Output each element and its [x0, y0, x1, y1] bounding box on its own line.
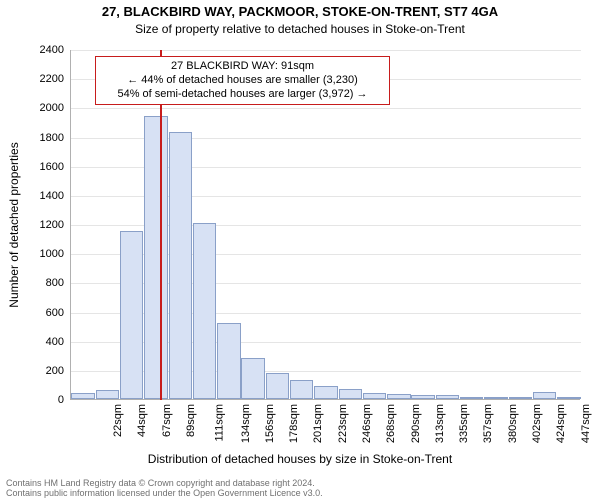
y-tick-label: 200 — [46, 365, 64, 377]
y-tick-label: 800 — [46, 277, 64, 289]
legend-line-1: 27 BLACKBIRD WAY: 91sqm — [102, 60, 383, 74]
x-tick-label: 44sqm — [136, 404, 148, 437]
x-tick-label: 380sqm — [507, 404, 519, 443]
y-tick-label: 1800 — [40, 132, 64, 144]
y-tick-label: 2400 — [40, 44, 64, 56]
y-axis-label: Number of detached properties — [7, 142, 21, 307]
legend-line-2: ← 44% of detached houses are smaller (3,… — [102, 74, 383, 88]
y-tick-label: 1400 — [40, 190, 64, 202]
histogram-bar — [557, 397, 580, 399]
histogram-bar — [71, 393, 94, 399]
histogram-bar — [290, 380, 313, 399]
histogram-bar — [314, 386, 337, 399]
x-tick-label: 156sqm — [264, 404, 276, 443]
histogram-bar — [436, 395, 459, 399]
y-tick-label: 1600 — [40, 161, 64, 173]
x-tick-label: 67sqm — [161, 404, 173, 437]
x-axis-label: Distribution of detached houses by size … — [0, 452, 600, 466]
x-tick-label: 290sqm — [410, 404, 422, 443]
histogram-bar — [217, 323, 240, 399]
histogram-bar — [363, 393, 386, 399]
legend-line-3: 54% of semi-detached houses are larger (… — [102, 88, 383, 102]
chart-title-sub: Size of property relative to detached ho… — [0, 22, 600, 36]
histogram-bar — [387, 394, 410, 399]
histogram-bar — [96, 390, 119, 399]
y-tick-label: 400 — [46, 336, 64, 348]
chart-title-main: 27, BLACKBIRD WAY, PACKMOOR, STOKE-ON-TR… — [0, 4, 600, 19]
y-tick-label: 2000 — [40, 102, 64, 114]
x-tick-label: 246sqm — [361, 404, 373, 443]
x-tick-label: 268sqm — [385, 404, 397, 443]
histogram-bar — [484, 397, 507, 399]
x-tick-label: 134sqm — [240, 404, 252, 443]
legend-box: 27 BLACKBIRD WAY: 91sqm ← 44% of detache… — [95, 56, 390, 105]
histogram-bar — [241, 358, 264, 399]
histogram-bar — [120, 231, 143, 399]
x-tick-label: 357sqm — [483, 404, 495, 443]
footer-attribution: Contains HM Land Registry data © Crown c… — [6, 478, 323, 498]
y-tick-label: 2200 — [40, 73, 64, 85]
footer-line-1: Contains HM Land Registry data © Crown c… — [6, 478, 323, 488]
histogram-bar — [193, 223, 216, 399]
histogram-bar — [411, 395, 434, 399]
histogram-bar — [460, 397, 483, 399]
x-tick-label: 313sqm — [434, 404, 446, 443]
x-tick-label: 22sqm — [112, 404, 124, 437]
x-tick-label: 335sqm — [458, 404, 470, 443]
histogram-bar — [266, 373, 289, 399]
footer-line-2: Contains public information licensed und… — [6, 488, 323, 498]
y-tick-label: 1200 — [40, 219, 64, 231]
grid-line — [71, 108, 581, 109]
histogram-bar — [533, 392, 556, 399]
x-tick-label: 223sqm — [337, 404, 349, 443]
grid-line — [71, 50, 581, 51]
x-tick-label: 424sqm — [555, 404, 567, 443]
x-tick-label: 89sqm — [185, 404, 197, 437]
histogram-bar — [339, 389, 362, 399]
x-tick-label: 178sqm — [288, 404, 300, 443]
y-tick-label: 600 — [46, 307, 64, 319]
x-tick-label: 201sqm — [313, 404, 325, 443]
histogram-bar — [509, 397, 532, 399]
x-tick-label: 402sqm — [531, 404, 543, 443]
histogram-bar — [169, 132, 192, 399]
histogram-bar — [144, 116, 167, 399]
y-tick-label: 0 — [58, 394, 64, 406]
y-tick-label: 1000 — [40, 248, 64, 260]
x-tick-label: 447sqm — [580, 404, 592, 443]
x-tick-label: 111sqm — [214, 404, 226, 442]
